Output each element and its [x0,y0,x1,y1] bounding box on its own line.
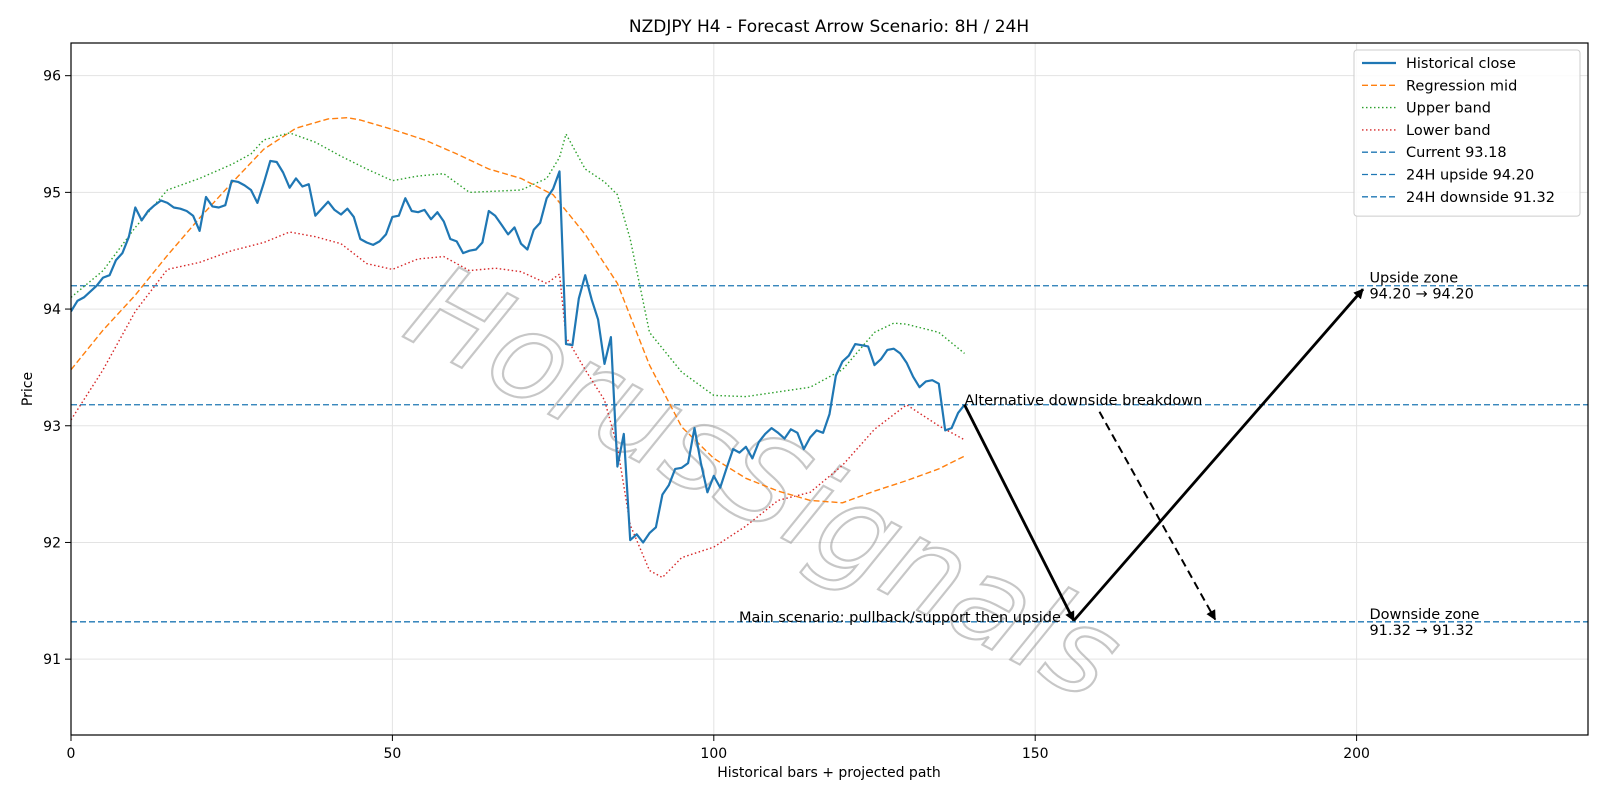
watermark-text: HorusSignals [386,238,1142,728]
annotation-text: 91.32 → 91.32 [1369,623,1473,639]
legend-label: Upper band [1406,101,1491,117]
axis-ticks: 0 50 100 150 200 91 92 93 94 95 96 [43,69,1370,762]
y-tick-label: 93 [43,419,61,435]
scenario-arrows [963,288,1365,622]
legend-label: Regression mid [1406,78,1517,94]
series-line [71,116,965,504]
legend-label: 24H downside 91.32 [1406,190,1555,206]
grid [70,43,1588,735]
legend-label: Current 93.18 [1406,145,1507,161]
watermark: HorusSignals [385,237,1144,729]
y-tick-label: 96 [43,69,61,85]
y-tick-label: 91 [43,652,61,668]
scenario-arrow [963,404,1076,622]
x-axis-label: Historical bars + projected path [717,765,941,781]
series-line [71,159,966,544]
chart-title: NZDJPY H4 - Forecast Arrow Scenario: 8H … [629,17,1029,37]
legend-label: 24H upside 94.20 [1406,168,1534,184]
legend: Historical close Regression mid Upper band… [1353,49,1581,217]
y-tick-label: 92 [43,535,61,551]
y-tick-label: 95 [43,185,61,201]
legend-label: Historical close [1406,56,1516,72]
reference-lines [71,285,1588,623]
series-lines [71,116,966,579]
x-tick-label: 100 [700,746,727,762]
series-line [71,231,965,579]
y-tick-label: 94 [43,302,61,318]
scenario-arrow [1098,411,1217,621]
legend-label: Lower band [1406,123,1491,139]
annotation-text: 94.20 → 94.20 [1369,287,1473,303]
annotations: Alternative downside breakdown Main scena… [739,271,1479,639]
x-tick-label: 150 [1022,746,1049,762]
x-tick-label: 200 [1343,746,1370,762]
annotation-text: Downside zone [1369,607,1479,623]
annotation-text: Alternative downside breakdown [964,393,1202,409]
scenario-arrow [1072,288,1365,622]
y-axis-label: Price [20,372,36,406]
plot-frame [70,42,1589,736]
x-tick-label: 0 [67,746,76,762]
annotation-text: Upside zone [1369,271,1458,287]
legend-box [1353,49,1581,217]
series-line [71,132,965,398]
annotation-text: Main scenario: pullback/support then ups… [739,610,1061,626]
x-tick-label: 50 [383,746,401,762]
